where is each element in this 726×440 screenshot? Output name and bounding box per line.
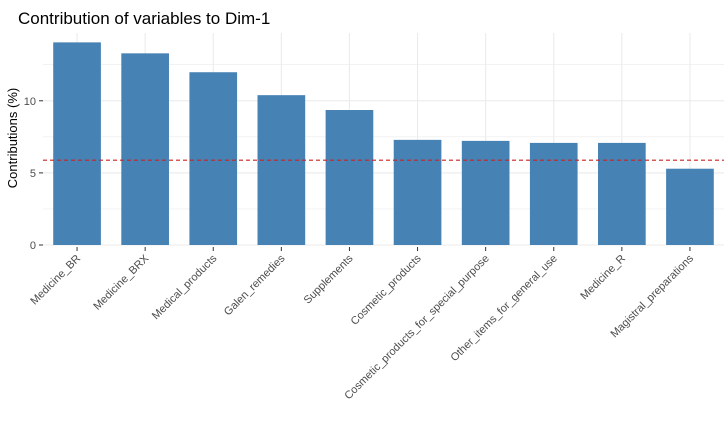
y-tick-label: 10	[24, 96, 36, 108]
chart-title: Contribution of variables to Dim-1	[18, 9, 270, 28]
x-tick-label: Medicine_BRX	[91, 252, 151, 312]
x-tick-label: Supplements	[302, 252, 356, 306]
bar	[257, 95, 306, 245]
x-tick-label: Medicine_BR	[28, 253, 83, 308]
bar	[393, 139, 442, 245]
bar	[53, 42, 101, 246]
bar	[666, 168, 714, 245]
bar	[121, 53, 169, 246]
x-tick-label: Galen_remedies	[222, 252, 288, 318]
bar	[461, 140, 510, 245]
bar	[189, 72, 238, 246]
bar	[598, 142, 646, 245]
x-tick-label: Cosmetic_products_for_special_purpose	[342, 253, 491, 402]
bar	[529, 142, 578, 245]
y-axis-label: Contributions (%)	[5, 88, 20, 188]
x-tick-label: Medicine_R	[578, 253, 628, 303]
x-tick-label: Cosmetic_products	[349, 252, 424, 327]
x-tick-label: Medical_products	[150, 252, 220, 322]
y-tick-label: 5	[30, 168, 36, 180]
y-tick-label: 0	[30, 240, 36, 252]
bar	[325, 110, 374, 246]
